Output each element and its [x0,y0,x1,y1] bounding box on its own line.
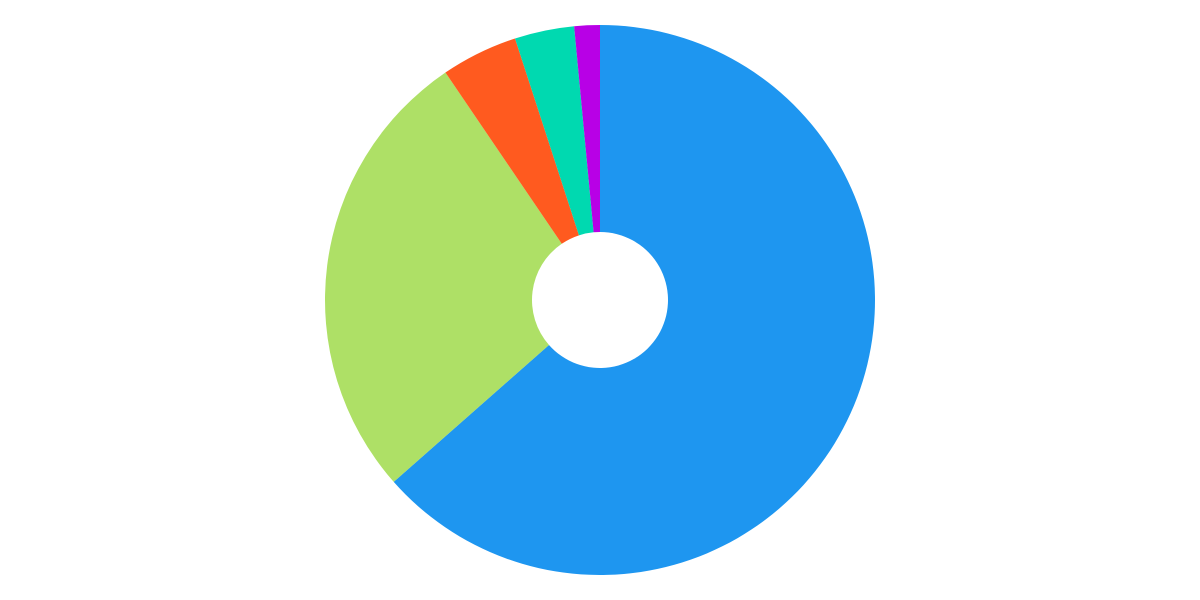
donut-chart-svg [0,0,1200,600]
donut-chart [0,0,1200,600]
